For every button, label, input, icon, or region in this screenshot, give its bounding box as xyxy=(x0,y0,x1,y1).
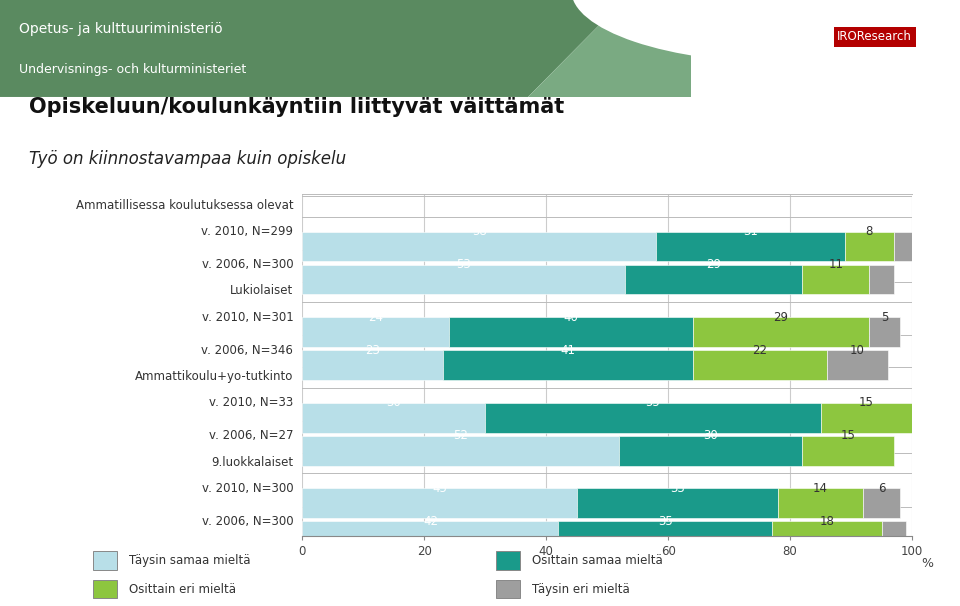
Bar xyxy=(821,403,912,433)
Text: 15: 15 xyxy=(859,396,874,409)
Bar xyxy=(894,231,912,261)
Text: v. 2006, N=346: v. 2006, N=346 xyxy=(202,344,293,357)
Bar xyxy=(656,231,845,261)
Bar xyxy=(302,488,577,518)
Text: Täysin eri mieltä: Täysin eri mieltä xyxy=(533,582,630,596)
Text: v. 2006, N=300: v. 2006, N=300 xyxy=(202,258,293,271)
Bar xyxy=(626,265,803,295)
Text: 5: 5 xyxy=(881,311,888,324)
Text: 29: 29 xyxy=(774,311,788,324)
Text: 33: 33 xyxy=(670,482,684,495)
Bar xyxy=(448,317,692,347)
Bar xyxy=(692,350,827,380)
Text: 53: 53 xyxy=(457,258,471,271)
Bar xyxy=(496,580,520,598)
Text: 9.luokkalaiset: 9.luokkalaiset xyxy=(211,456,293,468)
Bar xyxy=(302,265,626,295)
Text: 52: 52 xyxy=(453,429,468,442)
Text: 31: 31 xyxy=(743,225,757,238)
Text: Ammatillisessa koulutuksessa olevat: Ammatillisessa koulutuksessa olevat xyxy=(76,199,293,211)
Bar xyxy=(443,350,692,380)
Text: 23: 23 xyxy=(365,344,380,357)
Text: Osittain samaa mieltä: Osittain samaa mieltä xyxy=(533,554,663,567)
Text: 8: 8 xyxy=(866,225,873,238)
Text: 11: 11 xyxy=(828,258,843,271)
Bar xyxy=(863,488,900,518)
Polygon shape xyxy=(528,0,691,97)
Text: Undervisnings- och kulturministeriet: Undervisnings- och kulturministeriet xyxy=(19,63,247,76)
Text: Työ on kiinnostavampaa kuin opiskelu: Työ on kiinnostavampaa kuin opiskelu xyxy=(29,150,346,168)
Bar xyxy=(870,265,894,295)
Text: 29: 29 xyxy=(707,258,721,271)
Text: Täysin samaa mieltä: Täysin samaa mieltä xyxy=(130,554,251,567)
Text: v. 2010, N=300: v. 2010, N=300 xyxy=(202,482,293,495)
Text: %: % xyxy=(922,557,933,570)
Text: 35: 35 xyxy=(658,515,673,528)
Bar xyxy=(778,488,863,518)
Text: IROResearch: IROResearch xyxy=(837,30,912,44)
Bar xyxy=(803,265,870,295)
Text: 40: 40 xyxy=(564,311,578,324)
Bar xyxy=(302,317,448,347)
Text: Opetus- ja kulttuuriministeriö: Opetus- ja kulttuuriministeriö xyxy=(19,22,223,36)
Bar xyxy=(619,436,803,465)
Bar xyxy=(870,317,900,347)
Bar xyxy=(485,403,821,433)
Bar xyxy=(93,551,117,570)
Text: Opiskeluun/koulunkäyntiin liittyvät väittämät: Opiskeluun/koulunkäyntiin liittyvät väit… xyxy=(29,97,564,117)
Bar xyxy=(827,350,888,380)
Bar xyxy=(302,231,656,261)
Bar xyxy=(302,436,619,465)
Text: Lukiolaiset: Lukiolaiset xyxy=(230,284,293,298)
Text: v. 2010, N=301: v. 2010, N=301 xyxy=(202,311,293,324)
Ellipse shape xyxy=(571,0,960,63)
Bar xyxy=(302,403,485,433)
Bar xyxy=(577,488,778,518)
Bar xyxy=(302,521,559,551)
Bar xyxy=(692,317,870,347)
Text: v. 2010, N=33: v. 2010, N=33 xyxy=(209,396,293,409)
Polygon shape xyxy=(0,0,624,97)
Text: 58: 58 xyxy=(471,225,487,238)
Bar xyxy=(803,436,894,465)
Text: 22: 22 xyxy=(752,344,767,357)
Text: 14: 14 xyxy=(813,482,828,495)
Bar xyxy=(772,521,881,551)
Text: Osittain eri mieltä: Osittain eri mieltä xyxy=(130,582,236,596)
Text: 41: 41 xyxy=(560,344,575,357)
Text: 30: 30 xyxy=(387,396,401,409)
Text: 15: 15 xyxy=(841,429,855,442)
Bar xyxy=(559,521,772,551)
Bar xyxy=(881,521,906,551)
Text: 18: 18 xyxy=(819,515,834,528)
Bar xyxy=(302,350,443,380)
Text: v. 2006, N=27: v. 2006, N=27 xyxy=(208,429,293,442)
Text: 10: 10 xyxy=(850,344,865,357)
Text: 45: 45 xyxy=(432,482,447,495)
Text: 6: 6 xyxy=(877,482,885,495)
Text: 30: 30 xyxy=(704,429,718,442)
Bar xyxy=(496,551,520,570)
Bar xyxy=(93,580,117,598)
Text: v. 2010, N=299: v. 2010, N=299 xyxy=(202,225,293,238)
Text: 24: 24 xyxy=(368,311,383,324)
Text: Ammattikoulu+yo-tutkinto: Ammattikoulu+yo-tutkinto xyxy=(135,370,293,383)
Text: 42: 42 xyxy=(423,515,438,528)
Bar xyxy=(845,231,894,261)
Text: 55: 55 xyxy=(645,396,660,409)
Text: v. 2006, N=300: v. 2006, N=300 xyxy=(202,515,293,528)
